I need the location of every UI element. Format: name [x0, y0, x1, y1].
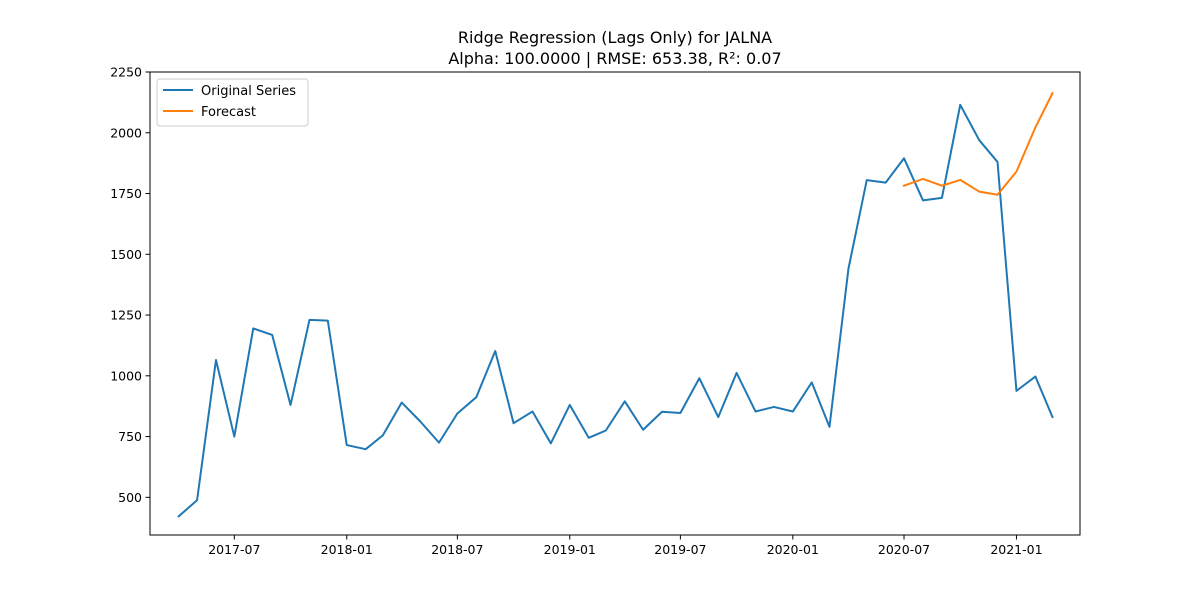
y-tick-label: 2250	[110, 65, 142, 80]
legend-label-forecast: Forecast	[201, 105, 256, 120]
y-tick-label: 1250	[110, 308, 142, 323]
x-tick-label: 2020-07	[878, 542, 930, 557]
y-tick-label: 1750	[110, 186, 142, 201]
legend: Original Series Forecast	[156, 78, 309, 127]
plot-area	[149, 71, 1081, 536]
legend-label-original-series: Original Series	[201, 84, 296, 99]
x-axis: 2017-07 2018-01 2018-07 2019-01 2019-07 2020-…	[208, 535, 1043, 557]
legend-box	[156, 78, 309, 127]
y-tick-label: 2000	[110, 125, 142, 140]
x-tick-label: 2019-07	[654, 542, 706, 557]
x-tick-label: 2018-07	[431, 542, 483, 557]
x-tick-label: 2020-01	[767, 542, 819, 557]
y-tick-label: 750	[118, 429, 142, 444]
y-axis: 500 750 1000 1250 1500 1750 2000 2250	[110, 65, 150, 505]
series-layer	[177, 91, 1054, 518]
chart-title: Ridge Regression (Lags Only) for JALNA	[458, 28, 772, 47]
chart-subtitle: Alpha: 100.0000 | RMSE: 653.38, R²: 0.07	[448, 49, 781, 68]
y-tick-label: 1500	[110, 247, 142, 262]
series-line-original-series	[177, 103, 1054, 518]
series-line-forecast	[902, 91, 1054, 196]
x-tick-label: 2021-01	[990, 542, 1042, 557]
x-tick-label: 2018-01	[321, 542, 373, 557]
y-tick-label: 500	[118, 490, 142, 505]
y-tick-label: 1000	[110, 368, 142, 383]
x-tick-label: 2017-07	[208, 542, 260, 557]
x-tick-label: 2019-01	[544, 542, 596, 557]
